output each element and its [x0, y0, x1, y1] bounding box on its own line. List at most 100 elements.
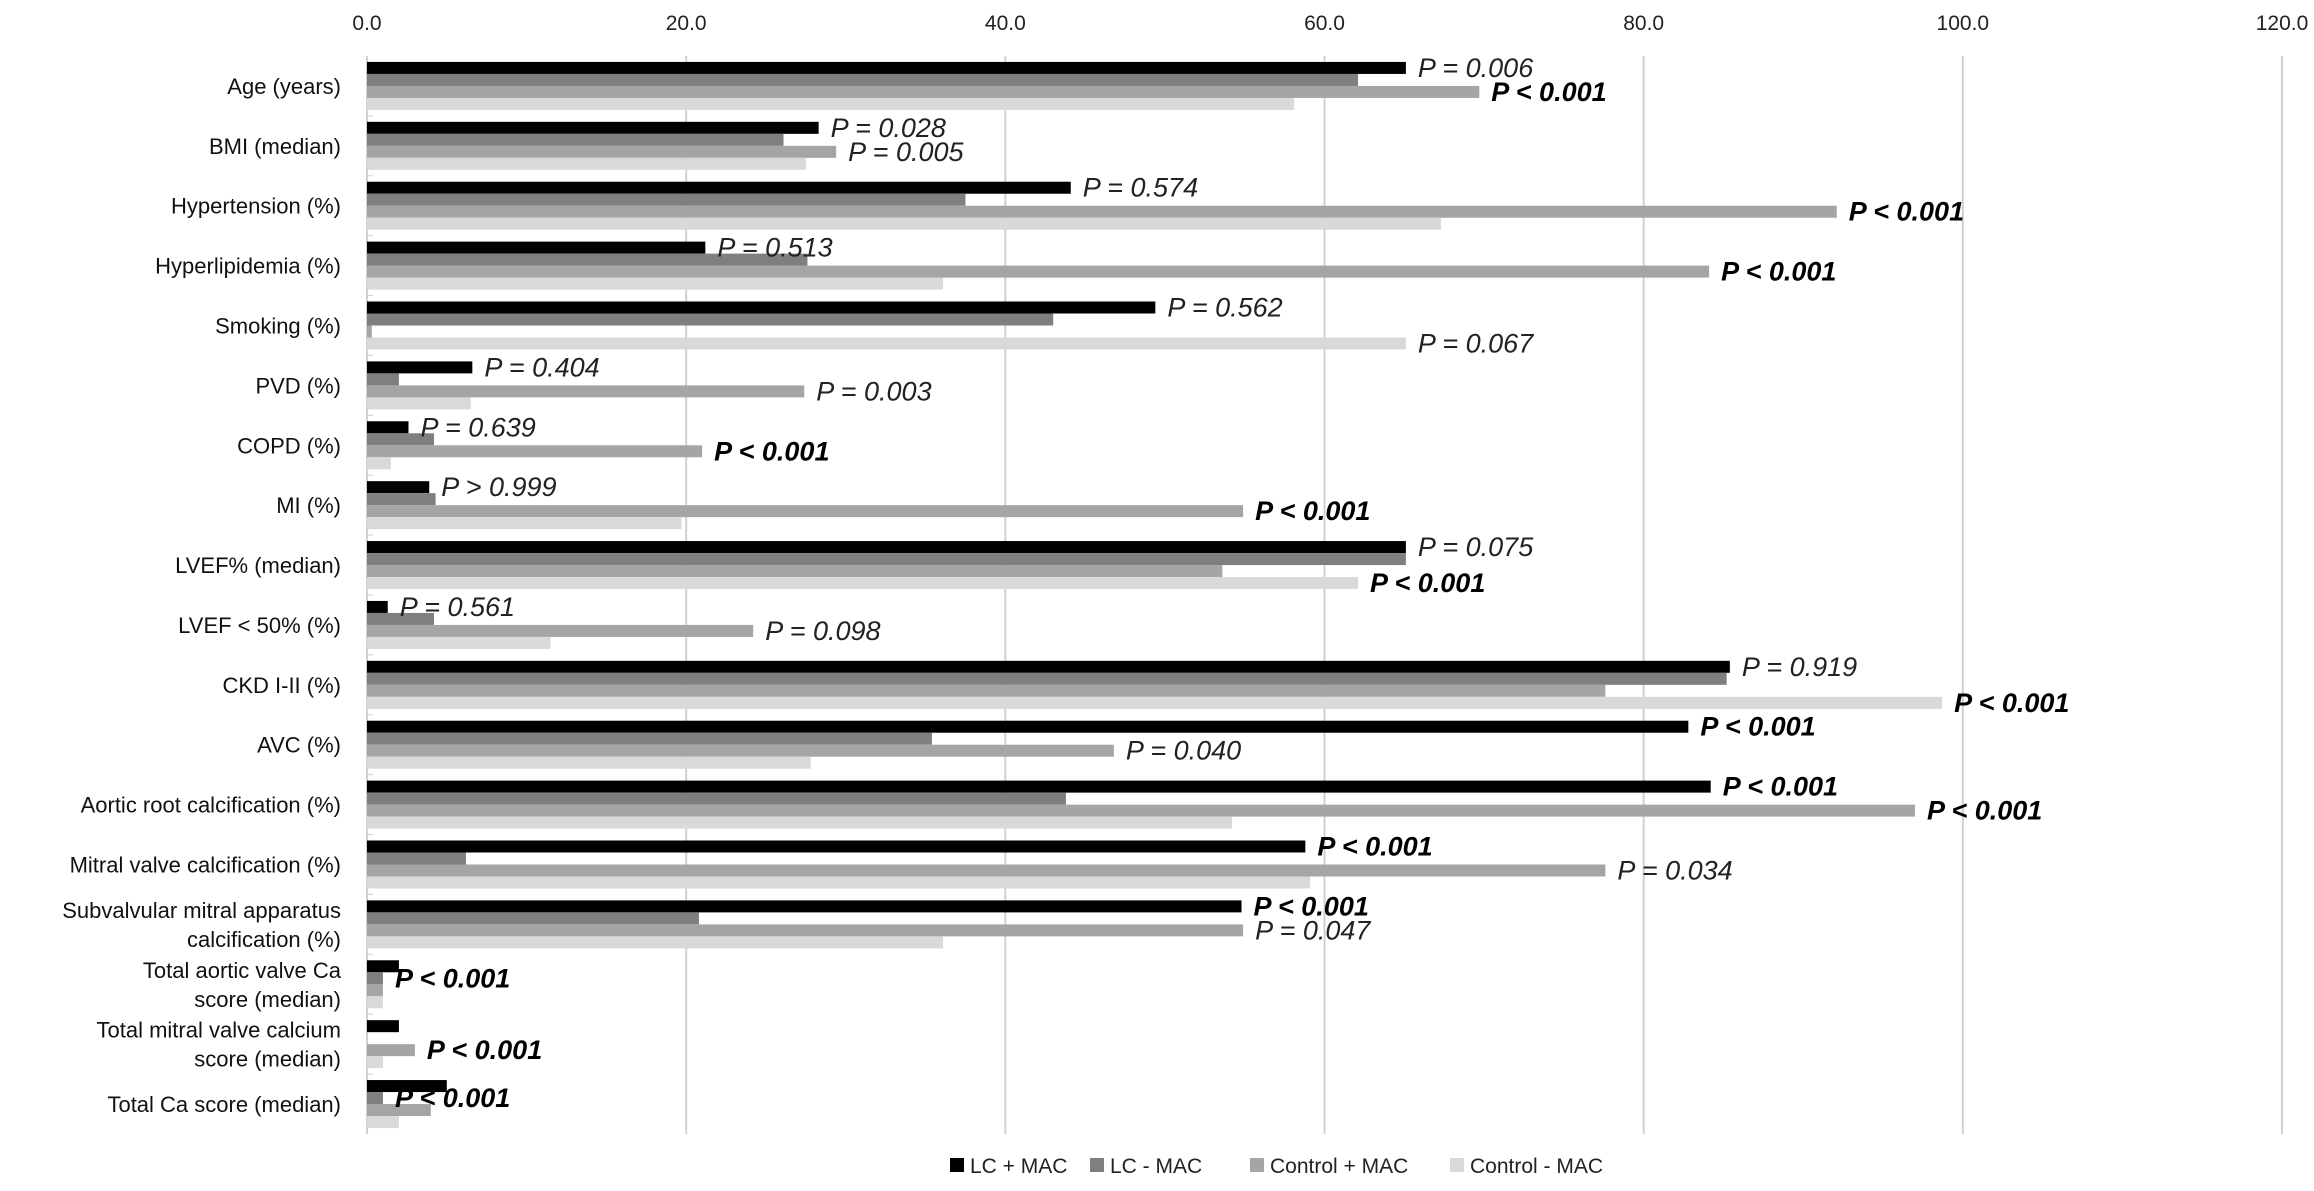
p-value-label: P < 0.001: [1849, 197, 1964, 227]
bar-0-8: [367, 541, 1406, 554]
bar-2-8: [367, 565, 1223, 578]
bar-0-6: [367, 421, 409, 434]
p-value-label: P = 0.075: [1418, 532, 1534, 562]
bar-2-13: [367, 864, 1606, 877]
p-value-label: P < 0.001: [395, 963, 510, 993]
bar-3-9: [367, 636, 551, 649]
category-label: Total Ca score (median): [107, 1092, 341, 1117]
bar-2-3: [367, 265, 1710, 278]
p-value-label: P = 0.561: [400, 592, 515, 622]
category-label-line: Age (years): [227, 74, 341, 99]
category-labels: Age (years) BMI (median) Hypertension (%) H…: [62, 74, 342, 1117]
bar-3-0: [367, 97, 1295, 110]
category-label: Total aortic valve Ca score (median): [143, 958, 342, 1012]
bar-1-8: [367, 553, 1406, 566]
bar-2-12: [367, 804, 1915, 817]
bar-2-16: [367, 1044, 415, 1057]
x-tick-label: 40.0: [985, 12, 1026, 35]
bar-0-12: [367, 780, 1711, 793]
p-value-label: P < 0.001: [1317, 832, 1432, 862]
p-value-label: P = 0.005: [848, 137, 964, 167]
p-value-label: P = 0.513: [717, 233, 832, 263]
category-label: Age (years): [227, 74, 341, 99]
bar-0-9: [367, 600, 388, 613]
bar-1-15: [367, 972, 383, 985]
p-value-label: P = 0.006: [1418, 53, 1534, 83]
legend-label: Control - MAC: [1470, 1155, 1603, 1178]
category-label: Total mitral valve calcium score (median): [96, 1018, 341, 1072]
bar-1-2: [367, 193, 966, 206]
bar-3-8: [367, 577, 1359, 590]
p-value-label: P = 0.098: [765, 616, 880, 646]
bar-0-11: [367, 720, 1689, 733]
p-value-label: P = 0.404: [484, 352, 599, 382]
bar-0-17: [367, 1080, 447, 1093]
bar-1-13: [367, 852, 466, 865]
category-label: MI (%): [276, 493, 341, 518]
category-label: AVC (%): [257, 733, 341, 758]
bar-0-7: [367, 481, 430, 494]
bar-3-7: [367, 517, 682, 530]
bar-2-7: [367, 505, 1244, 518]
category-label: Subvalvular mitral apparatus calcificatio…: [62, 898, 341, 952]
category-label-line: LVEF < 50% (%): [178, 613, 341, 638]
p-value-label: P = 0.067: [1418, 329, 1534, 359]
legend-swatch: [950, 1158, 964, 1172]
bar-3-17: [367, 1116, 399, 1129]
category-label: COPD (%): [237, 433, 341, 458]
category-label-line: BMI (median): [209, 134, 341, 159]
bar-0-0: [367, 61, 1406, 74]
bar-1-0: [367, 73, 1359, 86]
p-value-label: P < 0.001: [1491, 77, 1606, 107]
bar-0-2: [367, 181, 1071, 194]
bar-0-16: [367, 1020, 399, 1033]
x-tick-label: 60.0: [1304, 12, 1345, 35]
category-label: Hypertension (%): [171, 194, 341, 219]
bar-0-10: [367, 660, 1730, 673]
x-tick-label: 80.0: [1623, 12, 1664, 35]
p-value-label: P = 0.639: [420, 412, 535, 442]
category-label-line: COPD (%): [237, 433, 341, 458]
p-value-label: P = 0.562: [1167, 293, 1282, 323]
bars: [367, 61, 1943, 1129]
category-label-line: Aortic root calcification (%): [81, 793, 341, 818]
bar-2-5: [367, 385, 805, 398]
bar-3-3: [367, 277, 944, 290]
bar-0-13: [367, 840, 1306, 853]
bar-3-16: [367, 1056, 383, 1069]
category-label-line: CKD I-II (%): [222, 673, 341, 698]
bar-3-1: [367, 157, 806, 170]
gridlines: [366, 56, 2283, 1134]
bar-1-9: [367, 612, 435, 625]
bar-1-3: [367, 253, 808, 266]
bar-0-15: [367, 960, 399, 973]
p-value-label: P < 0.001: [1370, 568, 1485, 598]
p-value-label: P = 0.574: [1083, 173, 1198, 203]
bar-0-3: [367, 241, 706, 254]
bar-1-14: [367, 912, 699, 925]
x-tick-label: 120.0: [2256, 12, 2309, 35]
category-label: BMI (median): [209, 134, 341, 159]
legend-swatch: [1090, 1158, 1104, 1172]
p-value-label: P < 0.001: [714, 436, 829, 466]
p-value-label: P < 0.001: [1254, 891, 1369, 921]
p-value-label: P < 0.001: [427, 1035, 542, 1065]
category-label-line: Mitral valve calcification (%): [70, 853, 341, 878]
bar-2-9: [367, 624, 754, 637]
bar-1-17: [367, 1092, 383, 1105]
category-label: Hyperlipidemia (%): [155, 254, 341, 279]
p-value-label: P < 0.001: [395, 1083, 510, 1113]
bar-2-17: [367, 1104, 431, 1117]
bar-3-10: [367, 696, 1943, 709]
bar-3-11: [367, 756, 811, 769]
category-label: CKD I-II (%): [222, 673, 341, 698]
category-label-line: Total mitral valve calcium: [96, 1018, 341, 1043]
bar-3-13: [367, 876, 1311, 889]
category-label-line: PVD (%): [255, 373, 341, 398]
category-label: Aortic root calcification (%): [81, 793, 341, 818]
category-label-line: MI (%): [276, 493, 341, 518]
category-label-line: score (median): [194, 1047, 341, 1072]
bar-1-11: [367, 732, 932, 745]
category-label-line: LVEF% (median): [175, 553, 341, 578]
p-value-label: P = 0.034: [1617, 856, 1732, 886]
